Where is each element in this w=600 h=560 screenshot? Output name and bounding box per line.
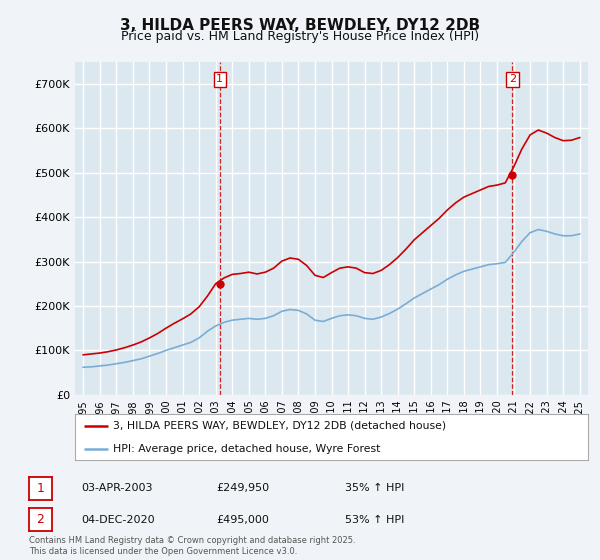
Text: 1: 1 [36, 482, 44, 495]
Text: Price paid vs. HM Land Registry's House Price Index (HPI): Price paid vs. HM Land Registry's House … [121, 30, 479, 43]
Text: 3, HILDA PEERS WAY, BEWDLEY, DY12 2DB (detached house): 3, HILDA PEERS WAY, BEWDLEY, DY12 2DB (d… [113, 421, 446, 431]
Text: 2: 2 [509, 74, 516, 85]
Text: £249,950: £249,950 [216, 483, 269, 493]
Text: 53% ↑ HPI: 53% ↑ HPI [345, 515, 404, 525]
Text: 35% ↑ HPI: 35% ↑ HPI [345, 483, 404, 493]
Text: 1: 1 [216, 74, 223, 85]
Text: 2: 2 [36, 513, 44, 526]
Text: Contains HM Land Registry data © Crown copyright and database right 2025.
This d: Contains HM Land Registry data © Crown c… [29, 536, 355, 556]
Text: 03-APR-2003: 03-APR-2003 [81, 483, 152, 493]
Text: HPI: Average price, detached house, Wyre Forest: HPI: Average price, detached house, Wyre… [113, 444, 381, 454]
Text: £495,000: £495,000 [216, 515, 269, 525]
Text: 3, HILDA PEERS WAY, BEWDLEY, DY12 2DB: 3, HILDA PEERS WAY, BEWDLEY, DY12 2DB [120, 18, 480, 33]
Text: 04-DEC-2020: 04-DEC-2020 [81, 515, 155, 525]
